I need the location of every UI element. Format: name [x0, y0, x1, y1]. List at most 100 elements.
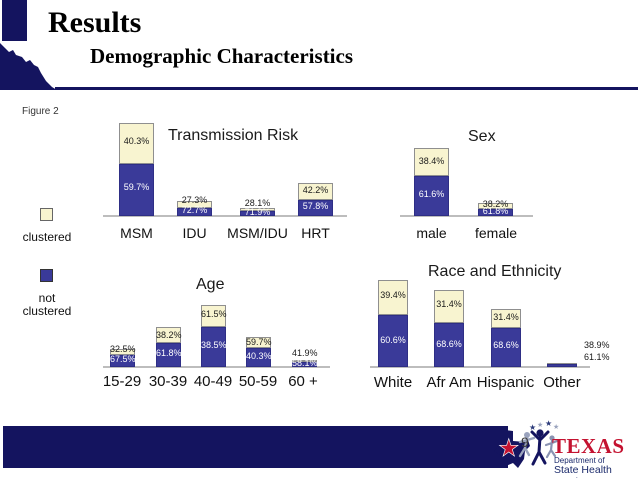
value-label: 38.2%	[482, 199, 509, 209]
segment-clustered	[478, 203, 513, 209]
figure-gray	[518, 432, 536, 458]
value-label: 57.8%	[302, 201, 329, 211]
page-title: Results	[48, 6, 142, 39]
chart-title-age: Age	[196, 276, 225, 293]
bar-male	[414, 148, 449, 216]
value-label: 38.2%	[156, 330, 182, 340]
bar-white	[378, 280, 408, 367]
page-subtitle: Demographic Characteristics	[90, 44, 354, 68]
small-star-icon: ★	[537, 421, 543, 429]
segment-clustered	[156, 327, 181, 343]
segment-not-clustered	[547, 364, 577, 367]
value-label: 40.3%	[246, 351, 272, 361]
category-label-hrt: HRT	[301, 225, 330, 241]
figure-label: Figure 2	[22, 106, 59, 117]
segment-clustered	[240, 208, 275, 211]
value-label: 61.1%	[584, 352, 610, 362]
category-label-15-29: 15-29	[102, 373, 142, 390]
value-label: 38.4%	[418, 156, 445, 166]
segment-clustered	[414, 148, 449, 176]
value-label: 72.7%	[181, 205, 208, 215]
chart-title-sex: Sex	[468, 128, 496, 145]
segment-not-clustered	[119, 164, 154, 216]
bar-15-29	[110, 349, 135, 367]
chart-title-race-ethnicity: Race and Ethnicity	[428, 263, 562, 280]
value-label: 61.8%	[156, 348, 182, 358]
segment-clustered	[119, 123, 154, 164]
value-label: 31.4%	[436, 299, 462, 309]
bar-other	[547, 363, 577, 367]
segment-clustered	[201, 305, 226, 327]
bar-50-59	[246, 337, 271, 367]
bar-30-39	[156, 327, 181, 367]
texas-dshs-logo: ★ ★ ★ ★ ★	[494, 420, 559, 468]
category-label-female: female	[474, 225, 518, 241]
category-label-hispanic: Hispanic	[476, 374, 535, 391]
segment-not-clustered	[434, 323, 464, 367]
legend-swatch-not-clustered	[40, 269, 53, 282]
segment-not-clustered	[478, 209, 513, 216]
value-label: 32.5%	[110, 344, 136, 354]
value-label: 58.1%	[292, 358, 318, 368]
category-label-msm-idu: MSM/IDU	[227, 225, 288, 241]
category-label-50-59: 50-59	[238, 373, 278, 390]
bar-female	[478, 203, 513, 216]
texas-state-shape	[494, 430, 530, 468]
legend-label-not: not	[38, 291, 56, 305]
segment-not-clustered	[177, 208, 212, 216]
category-label-male: male	[416, 225, 447, 241]
corner-accent-rect	[2, 0, 27, 41]
logo-services-text: State Health Services	[554, 464, 612, 478]
legend-label-clustered: clustered	[22, 230, 72, 244]
small-star-icon: ★	[529, 423, 536, 432]
value-label: 27.3%	[181, 195, 208, 205]
bar-idu	[177, 201, 212, 216]
chart-title-transmission-risk: Transmission Risk	[168, 127, 299, 144]
category-label-30-39: 30-39	[148, 373, 188, 390]
value-label: 28.1%	[244, 198, 271, 208]
value-label: 59.7%	[246, 337, 272, 347]
bar-hrt	[298, 183, 333, 216]
texas-border-silhouette	[0, 43, 57, 90]
value-label: 42.2%	[302, 185, 329, 195]
red-star-icon: ★	[498, 435, 520, 462]
segment-clustered	[298, 183, 333, 200]
axis-baseline	[400, 215, 533, 217]
segment-not-clustered	[246, 348, 271, 367]
small-star-icon: ★	[553, 423, 559, 431]
value-label: 39.4%	[380, 290, 406, 300]
axis-baseline	[103, 366, 330, 368]
bar-msm-idu	[240, 208, 275, 216]
category-label-other: Other	[543, 374, 581, 391]
small-star-icon: ★	[545, 420, 552, 428]
segment-not-clustered	[298, 200, 333, 216]
bar-60-plus	[292, 360, 317, 367]
value-label: 61.8%	[482, 206, 509, 216]
logo-texas-wordmark: TEXAS	[552, 434, 625, 458]
category-label-msm: MSM	[120, 225, 153, 241]
value-label: 61.5%	[201, 309, 227, 319]
figure-gray-small	[544, 435, 559, 459]
logo-department-text: Department of	[554, 456, 605, 465]
axis-baseline	[370, 366, 590, 368]
footer-band	[3, 426, 508, 468]
segment-not-clustered	[240, 211, 275, 216]
category-label-60-plus: 60 +	[288, 373, 318, 390]
bar-afr-am	[434, 290, 464, 367]
value-label: 38.5%	[201, 340, 227, 350]
value-label: 68.6%	[436, 339, 462, 349]
value-label: 71.9%	[244, 207, 271, 217]
segment-clustered	[378, 280, 408, 315]
legend-swatch-clustered	[40, 208, 53, 221]
segment-clustered	[292, 360, 317, 362]
segment-not-clustered	[156, 343, 181, 367]
category-label-idu: IDU	[182, 225, 207, 241]
category-label-afr-am: Afr Am	[426, 374, 472, 391]
segment-not-clustered	[292, 362, 317, 367]
figure-navy	[530, 429, 550, 466]
bar-msm	[119, 123, 154, 216]
value-label: 41.9%	[292, 348, 318, 358]
segment-clustered	[177, 201, 212, 208]
bar-hispanic	[491, 309, 521, 367]
